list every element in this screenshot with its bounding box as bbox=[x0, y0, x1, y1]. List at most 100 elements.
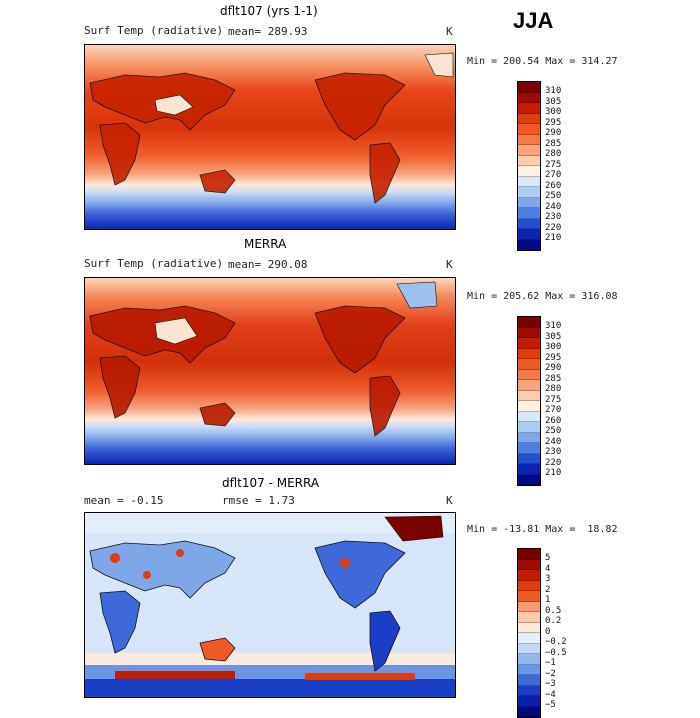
colorbar-tick-label: −5 bbox=[545, 700, 556, 710]
colorbar-swatch bbox=[518, 229, 540, 240]
colorbar-tick-label: 310 bbox=[545, 86, 562, 96]
colorbar-tick-label: 290 bbox=[545, 363, 562, 373]
panel2-variable: Surf Temp (radiative) bbox=[84, 257, 224, 270]
colorbar-swatch bbox=[518, 612, 540, 623]
colorbar-tick-label: 3 bbox=[545, 574, 551, 584]
panel3-mean: mean = -0.15 bbox=[84, 494, 164, 507]
colorbar-tick-label: 220 bbox=[545, 457, 562, 468]
panel3-minmax: Min = -13.81 Max = 18.82 bbox=[467, 524, 618, 535]
season-label: JJA bbox=[513, 8, 554, 33]
colorbar-swatch bbox=[518, 197, 540, 208]
colorbar-swatch bbox=[518, 134, 540, 145]
panel1-colorbar-swatches bbox=[517, 81, 541, 251]
colorbar-swatch bbox=[518, 443, 540, 454]
colorbar-tick-label: 250 bbox=[545, 191, 562, 201]
colorbar-swatch bbox=[518, 464, 540, 475]
colorbar-tick-label: 0 bbox=[545, 626, 551, 637]
colorbar-swatch bbox=[518, 208, 540, 219]
colorbar-tick-label: −0.5 bbox=[545, 647, 567, 658]
colorbar-swatch bbox=[518, 113, 540, 124]
colorbar-swatch bbox=[518, 359, 540, 370]
colorbar-swatch bbox=[518, 176, 540, 187]
colorbar-tick-label: −1 bbox=[545, 658, 556, 668]
panel1-mean: mean= 289.93 bbox=[228, 25, 308, 38]
panel1-map bbox=[84, 44, 456, 230]
colorbar-swatch bbox=[518, 422, 540, 433]
colorbar-swatch bbox=[518, 103, 540, 114]
colorbar-swatch bbox=[518, 155, 540, 166]
colorbar-tick-label: 240 bbox=[545, 201, 562, 212]
colorbar-swatch bbox=[518, 643, 540, 654]
colorbar-tick-label: −2 bbox=[545, 668, 556, 679]
colorbar-tick-label: 270 bbox=[545, 405, 562, 415]
colorbar-tick-label: 210 bbox=[545, 468, 562, 478]
colorbar-tick-label: 240 bbox=[545, 436, 562, 447]
colorbar-swatch bbox=[518, 696, 540, 707]
colorbar-swatch bbox=[518, 390, 540, 401]
panel3-colorbar-labels: 5 4 3 2 1 0.5 0.2 0 −0.2 −0.5 −1 −2 −3 −4 −5 bbox=[545, 553, 567, 711]
colorbar-tick-label: 220 bbox=[545, 222, 562, 233]
panel3-colorbar-swatches bbox=[517, 548, 541, 718]
panel2-units: K bbox=[446, 258, 453, 271]
panel2-minmax: Min = 205.62 Max = 316.08 bbox=[467, 291, 618, 302]
colorbar-swatch bbox=[518, 591, 540, 602]
colorbar-swatch bbox=[518, 706, 540, 717]
panel1-units: K bbox=[446, 25, 453, 38]
panel3-map bbox=[84, 512, 456, 698]
panel2-map bbox=[84, 277, 456, 465]
colorbar-swatch bbox=[518, 685, 540, 696]
colorbar-swatch bbox=[518, 82, 540, 93]
colorbar-tick-label: 0.5 bbox=[545, 605, 562, 616]
colorbar-swatch bbox=[518, 453, 540, 464]
colorbar-tick-label: −4 bbox=[545, 689, 556, 700]
colorbar-tick-label: 0.2 bbox=[545, 616, 562, 626]
colorbar-tick-label: 295 bbox=[545, 117, 562, 128]
colorbar-swatch bbox=[518, 432, 540, 443]
panel3-rmse: rmse = 1.73 bbox=[222, 494, 295, 507]
colorbar-tick-label: 285 bbox=[545, 373, 562, 384]
colorbar-tick-label: 275 bbox=[545, 394, 562, 405]
colorbar-swatch bbox=[518, 675, 540, 686]
colorbar-tick-label: 5 bbox=[545, 553, 551, 563]
colorbar-tick-label: 305 bbox=[545, 331, 562, 342]
panel1-title: dflt107 (yrs 1-1) bbox=[220, 4, 318, 18]
colorbar-tick-label: 275 bbox=[545, 159, 562, 170]
colorbar-swatch bbox=[518, 580, 540, 591]
panel2-title: MERRA bbox=[244, 237, 287, 251]
panel3-title: dflt107 - MERRA bbox=[222, 476, 320, 490]
colorbar-swatch bbox=[518, 166, 540, 177]
panel2-colorbar-swatches bbox=[517, 316, 541, 486]
colorbar-tick-label: 285 bbox=[545, 138, 562, 149]
colorbar-tick-label: 270 bbox=[545, 170, 562, 180]
colorbar-tick-label: −0.2 bbox=[545, 637, 567, 647]
colorbar-swatch bbox=[518, 380, 540, 391]
panel2-colorbar-labels: 310 305 300 295 290 285 280 275 270 260 250 240 230 2… bbox=[545, 321, 561, 479]
colorbar-swatch bbox=[518, 559, 540, 570]
colorbar-swatch bbox=[518, 348, 540, 359]
colorbar-swatch bbox=[518, 474, 540, 485]
colorbar-tick-label: 260 bbox=[545, 415, 562, 426]
colorbar-swatch bbox=[518, 187, 540, 198]
colorbar-tick-label: 310 bbox=[545, 321, 562, 331]
colorbar-swatch bbox=[518, 411, 540, 422]
colorbar-swatch bbox=[518, 401, 540, 412]
colorbar-swatch bbox=[518, 327, 540, 338]
panel2-colorbar bbox=[517, 316, 541, 486]
colorbar-swatch bbox=[518, 664, 540, 675]
colorbar-swatch bbox=[518, 338, 540, 349]
panel2-mean: mean= 290.08 bbox=[228, 258, 308, 271]
colorbar-tick-label: 230 bbox=[545, 212, 562, 222]
colorbar-tick-label: 250 bbox=[545, 426, 562, 436]
colorbar-tick-label: −3 bbox=[545, 679, 556, 689]
colorbar-tick-label: 2 bbox=[545, 584, 551, 595]
colorbar-swatch bbox=[518, 317, 540, 328]
colorbar-swatch bbox=[518, 92, 540, 103]
colorbar-swatch bbox=[518, 570, 540, 581]
colorbar-swatch bbox=[518, 124, 540, 135]
panel1-minmax: Min = 200.54 Max = 314.27 bbox=[467, 56, 618, 67]
colorbar-swatch bbox=[518, 239, 540, 250]
colorbar-tick-label: 230 bbox=[545, 447, 562, 457]
colorbar-swatch bbox=[518, 622, 540, 633]
colorbar-tick-label: 210 bbox=[545, 233, 562, 243]
panel1-colorbar-labels: 310 305 300 295 290 285 280 275 270 260 250 240 230 2… bbox=[545, 86, 561, 244]
